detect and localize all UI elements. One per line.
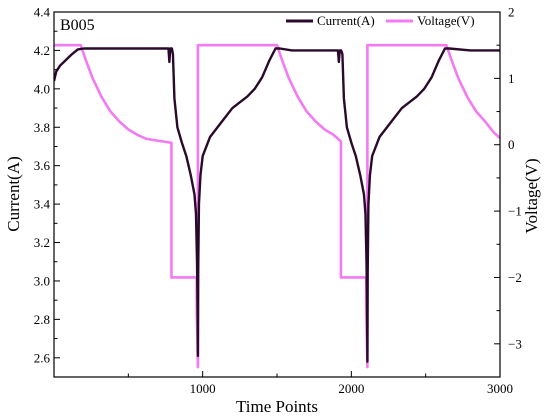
labels-layer: 1000 2000 3000 2.6 2.8 3.0 3.2 3.4 3.6 3.8 4.0 4.2 4… — [34, 5, 522, 397]
y-left-tick-label: 3.8 — [34, 120, 50, 135]
legend-label-current: Current(A) — [317, 13, 375, 28]
x-tick-label: 1000 — [190, 381, 216, 396]
y-right-tick-label: 1 — [508, 71, 515, 86]
x-tick-label: 2000 — [338, 381, 364, 396]
plot-frame — [53, 11, 501, 378]
y-left-tick-label: 4.2 — [34, 43, 50, 58]
legend: Current(A) Voltage(V) — [286, 13, 475, 28]
series-line-voltage — [54, 43, 500, 369]
y-left-tick-label: 3.2 — [34, 235, 50, 250]
series-line-current — [54, 47, 500, 363]
y-left-tick-label: 2.8 — [34, 312, 50, 327]
y-left-tick-label: 2.6 — [34, 350, 51, 365]
y-right-tick-label: 0 — [508, 137, 515, 152]
y-right-tick-label: −2 — [508, 270, 522, 285]
x-tick-label: 3000 — [487, 381, 513, 396]
y-right-tick-label: 2 — [508, 5, 515, 20]
sample-annotation: B005 — [60, 17, 95, 34]
y-left-tick-label: 3.4 — [34, 197, 51, 212]
y-left-tick-label: 4.0 — [34, 81, 50, 96]
y-right-tick-label: −1 — [508, 204, 522, 219]
y-left-tick-label: 3.0 — [34, 273, 50, 288]
y-left-tick-label: 3.6 — [34, 158, 51, 173]
x-axis-title: Time Points — [236, 397, 318, 416]
ticks-layer — [53, 11, 501, 378]
legend-label-voltage: Voltage(V) — [417, 13, 475, 28]
y-left-tick-label: 4.4 — [34, 5, 51, 20]
y-right-axis-title: Voltage(V) — [522, 158, 541, 233]
y-left-axis-title: Current(A) — [4, 156, 23, 232]
y-right-tick-label: −3 — [508, 336, 522, 351]
series-layer — [54, 43, 500, 369]
